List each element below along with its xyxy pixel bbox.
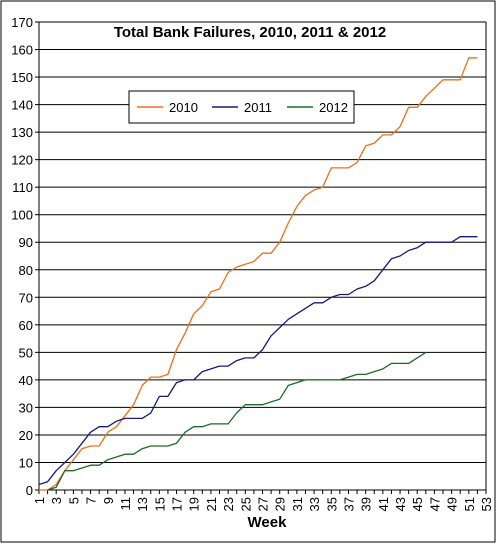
- y-tick-label: 80: [19, 263, 33, 278]
- x-tick-label: 33: [307, 497, 322, 511]
- x-tick-label: 9: [101, 497, 116, 504]
- legend-label-2012: 2012: [319, 100, 348, 115]
- x-tick-label: 41: [376, 497, 391, 511]
- legend-box: [128, 90, 355, 124]
- x-tick-label: 27: [256, 497, 271, 511]
- x-tick-label: 35: [324, 497, 339, 511]
- x-tick-label: 21: [204, 497, 219, 511]
- x-tick-label: 39: [359, 497, 374, 511]
- x-tick-label: 51: [462, 497, 477, 511]
- y-tick-label: 50: [19, 345, 33, 360]
- x-tick-label: 19: [187, 497, 202, 511]
- y-tick-label: 170: [11, 15, 33, 30]
- x-tick-label: 15: [152, 497, 167, 511]
- x-tick-label: 47: [427, 497, 442, 511]
- x-tick-label: 45: [410, 497, 425, 511]
- y-tick-label: 140: [11, 98, 33, 113]
- x-tick-label: 5: [66, 497, 81, 504]
- series-line-2012: [47, 351, 427, 491]
- legend-label-2010: 2010: [169, 100, 198, 115]
- series-line-2010: [39, 57, 478, 491]
- x-tick-label: 31: [290, 497, 305, 511]
- x-tick-label: 49: [445, 497, 460, 511]
- y-tick-label: 150: [11, 70, 33, 85]
- x-tick-label: 43: [393, 497, 408, 511]
- x-tick-label: 25: [238, 497, 253, 511]
- y-tick-label: 130: [11, 125, 33, 140]
- y-tick-label: 10: [19, 455, 33, 470]
- y-tick-label: 0: [26, 483, 33, 498]
- y-tick-label: 160: [11, 43, 33, 58]
- y-tick-label: 60: [19, 318, 33, 333]
- x-tick-label: 1: [32, 497, 47, 504]
- x-tick-label: 37: [341, 497, 356, 511]
- series-lines: [38, 57, 478, 491]
- legend-label-2011: 2011: [244, 100, 272, 115]
- x-tick-label: 29: [273, 497, 288, 511]
- chart-title: Total Bank Failures, 2010, 2011 & 2012: [114, 24, 386, 41]
- x-tick-label: 53: [479, 497, 494, 511]
- y-tick-label: 30: [19, 400, 33, 415]
- legend: 2010 2011 2012: [128, 90, 355, 124]
- y-tick-label: 40: [19, 373, 33, 388]
- series-line-2011: [38, 236, 478, 486]
- x-tick-label: 13: [135, 497, 150, 511]
- y-tick-label: 20: [19, 428, 33, 443]
- x-tick-label: 17: [170, 497, 185, 511]
- y-tick-label: 100: [11, 208, 33, 223]
- y-tick-label: 110: [12, 180, 33, 195]
- axes: 0 10 20 30 40 50 60 70 80 90 100 110 120 130 140 150 160…: [11, 15, 494, 511]
- y-tick-label: 90: [19, 235, 33, 250]
- x-tick-label: 23: [221, 497, 236, 511]
- x-tick-label: 3: [49, 497, 64, 504]
- x-tick-label: 11: [118, 497, 133, 511]
- x-axis-label: Week: [248, 514, 288, 531]
- y-tick-label: 120: [11, 153, 33, 168]
- x-tick-label: 7: [84, 497, 99, 504]
- y-tick-label: 70: [19, 290, 33, 305]
